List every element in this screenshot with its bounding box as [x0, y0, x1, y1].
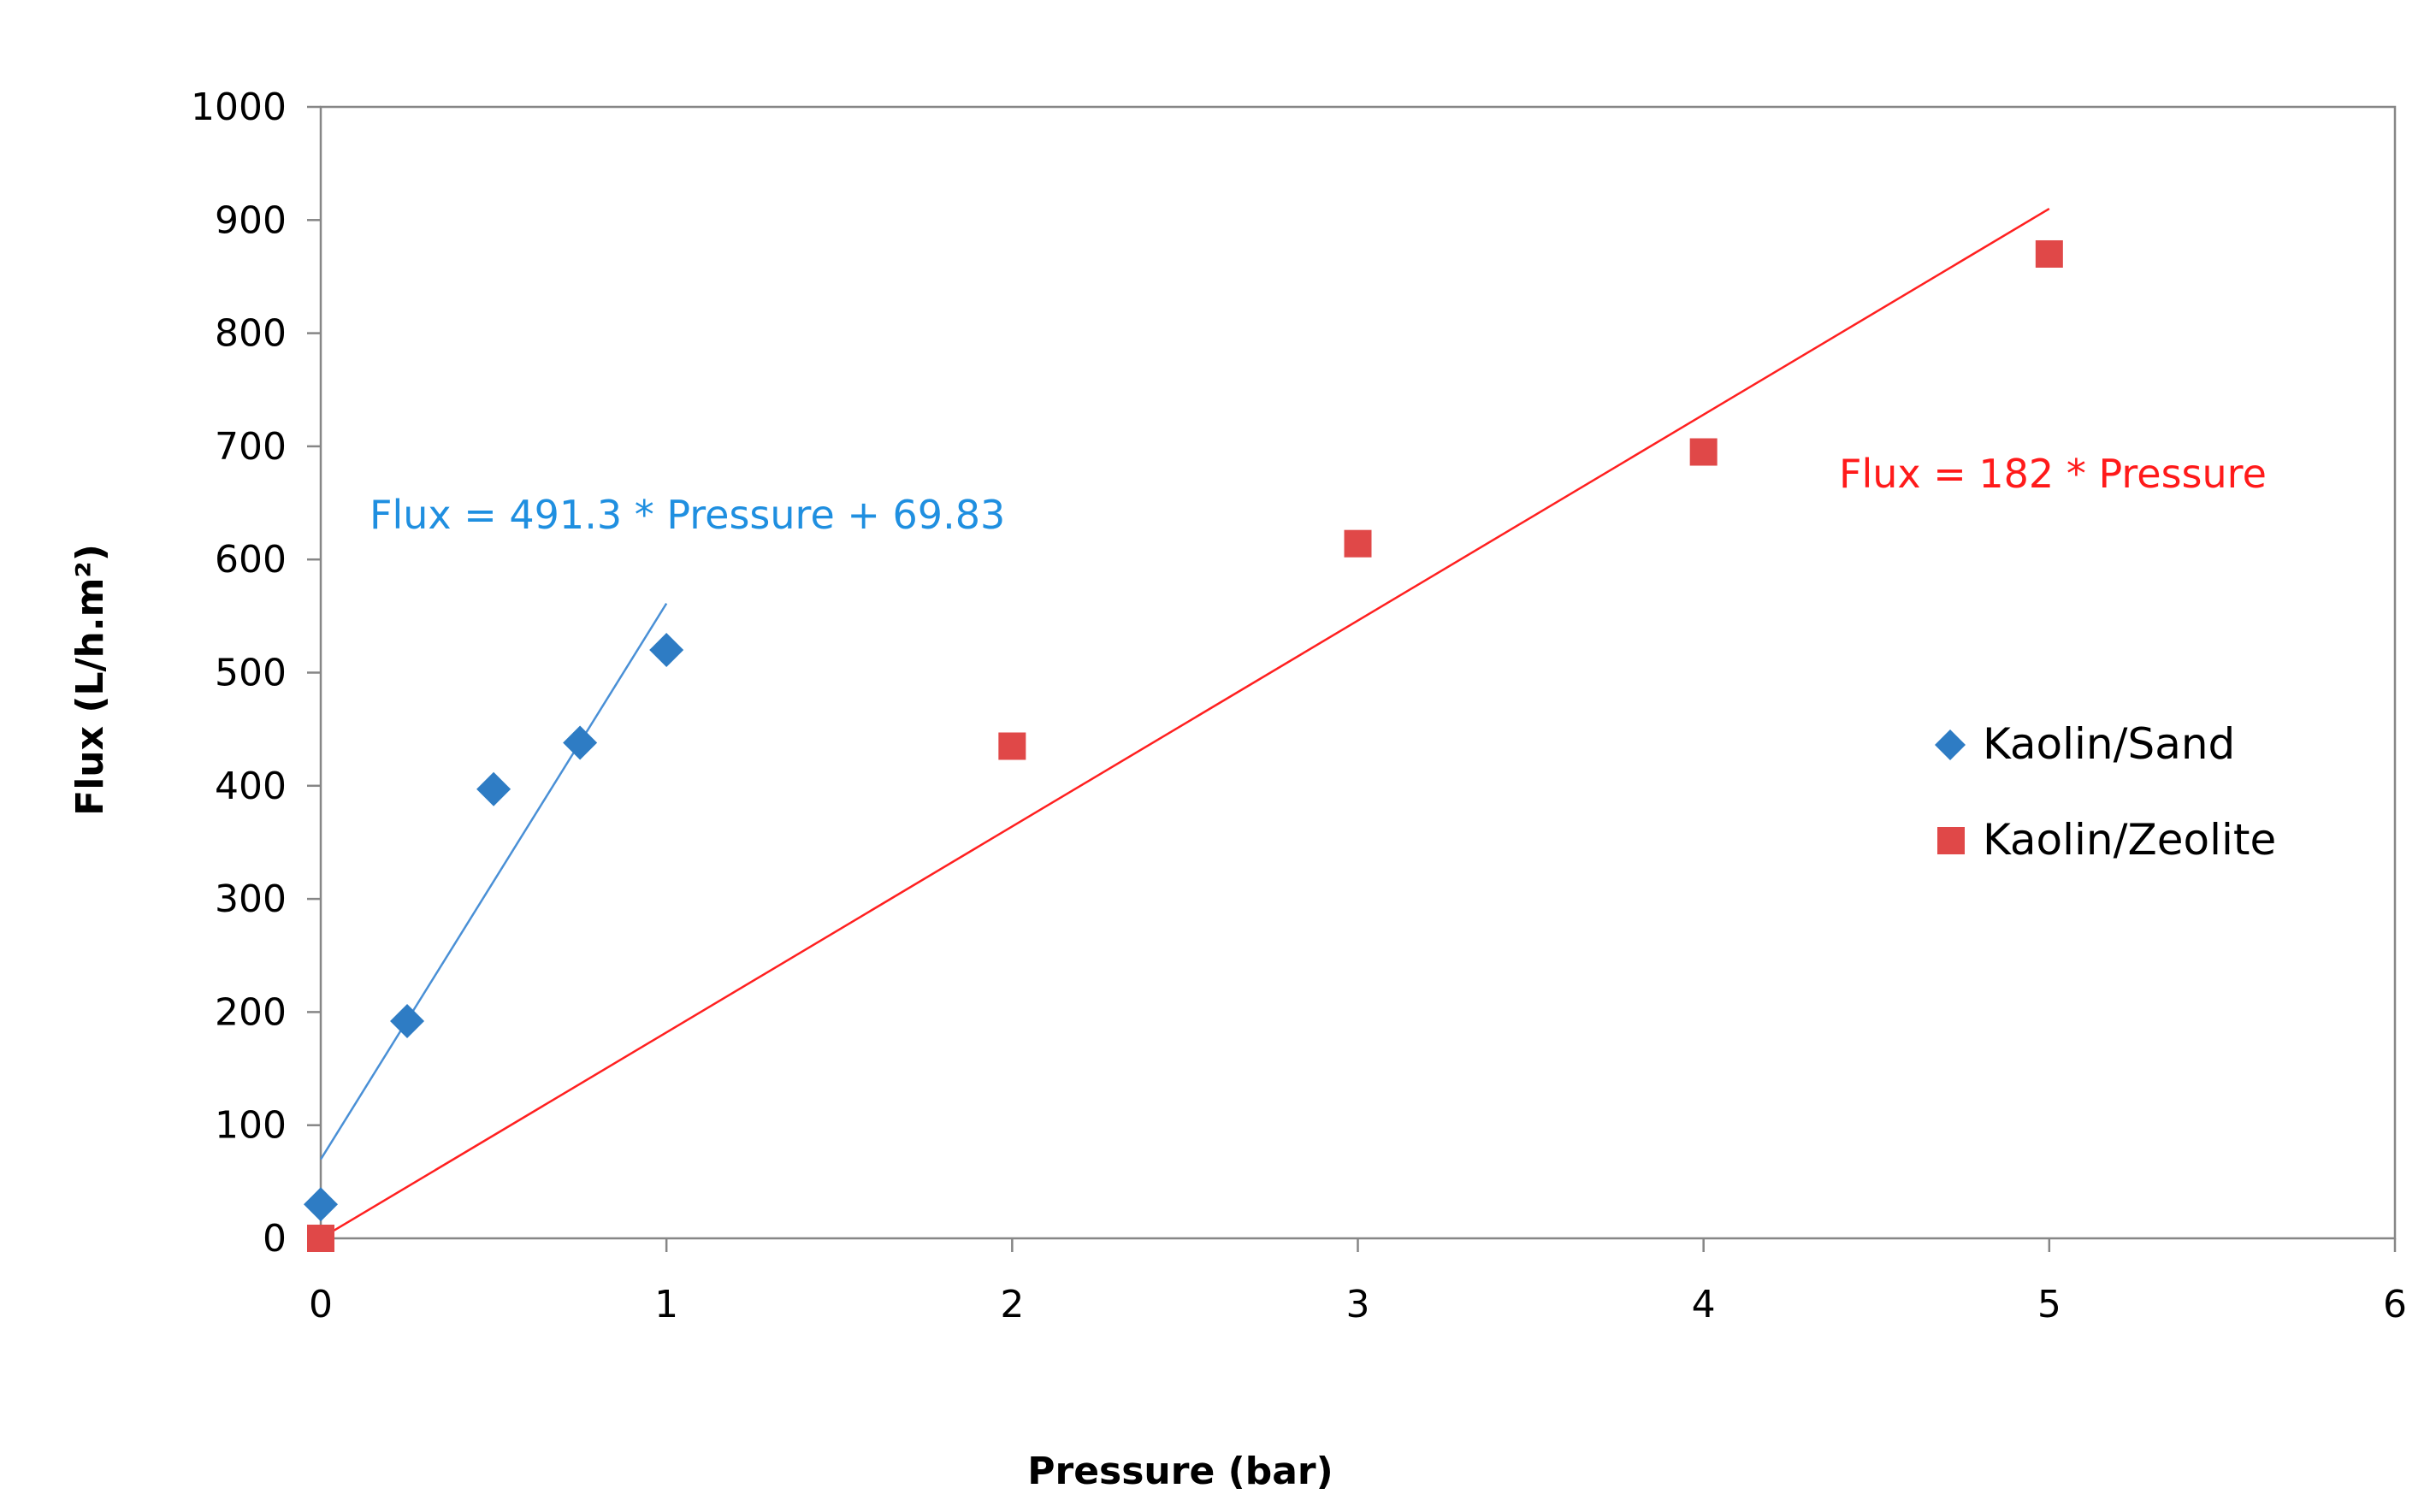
- legend-label-kaolin-sand: Kaolin/Sand: [1983, 719, 2235, 769]
- kaolin-sand-point: [563, 725, 598, 760]
- y-tick-label: 300: [215, 877, 287, 921]
- x-tick-label: 4: [1692, 1283, 1716, 1326]
- data-markers: [304, 239, 2063, 1252]
- kaolin-sand-point: [649, 633, 684, 668]
- x-tick-label: 0: [309, 1283, 333, 1326]
- legend-item-kaolin-sand: Kaolin/Sand: [1935, 719, 2235, 769]
- y-tick-label: 100: [215, 1104, 287, 1148]
- x-tick-label: 1: [654, 1283, 678, 1326]
- x-tick-label: 5: [2037, 1283, 2061, 1326]
- y-axis-title: Flux (L/h.m²): [68, 544, 112, 816]
- kaolin-zeolite-point: [1344, 529, 1372, 558]
- legend-label-kaolin-zeolite: Kaolin/Zeolite: [1983, 815, 2276, 865]
- y-tick-label: 800: [215, 312, 287, 356]
- y-tick-label: 700: [215, 425, 287, 469]
- kaolin-zeolite-point: [1689, 438, 1718, 466]
- kaolin-zeolite-point: [998, 732, 1026, 760]
- y-tick-label: 1000: [191, 86, 287, 129]
- y-tick-label: 0: [263, 1217, 287, 1261]
- y-tick-label: 500: [215, 652, 287, 695]
- legend-item-kaolin-zeolite: Kaolin/Zeolite: [1937, 815, 2276, 865]
- x-tick-label: 2: [1000, 1283, 1024, 1326]
- kaolin-zeolite-equation: Flux = 182 * Pressure: [1839, 451, 2267, 497]
- plot-frame: [319, 105, 2397, 1240]
- y-tick-label: 900: [215, 198, 287, 242]
- legend: Kaolin/Sand Kaolin/Zeolite: [1935, 719, 2276, 865]
- x-tick-label: 3: [1346, 1283, 1370, 1326]
- kaolin-zeolite-point: [2035, 239, 2063, 268]
- legend-diamond-icon: [1935, 729, 1966, 760]
- kaolin-sand-point: [476, 771, 511, 806]
- kaolin-sand-point: [304, 1187, 338, 1222]
- x-axis-ticks: 0 1 2 3 4 5 6: [309, 1238, 2407, 1326]
- y-tick-label: 600: [215, 538, 287, 582]
- kaolin-sand-point: [390, 1003, 425, 1038]
- trendline-kaolin-zeolite: [320, 207, 2050, 1240]
- trendlines: [319, 207, 2050, 1240]
- kaolin-zeolite-point: [307, 1225, 334, 1252]
- y-tick-label: 400: [215, 765, 287, 808]
- plot-area: [319, 105, 2397, 1240]
- kaolin-sand-equation: Flux = 491.3 * Pressure + 69.83: [370, 492, 1005, 538]
- x-axis-title: Pressure (bar): [1027, 1450, 1333, 1493]
- y-axis-ticks: 0 100 200 300 400 500 600 700 800 900 1000: [191, 86, 321, 1261]
- trendline-kaolin-sand: [319, 602, 668, 1161]
- legend-square-icon: [1937, 827, 1965, 854]
- x-tick-label: 6: [2383, 1283, 2407, 1326]
- y-tick-label: 200: [215, 990, 287, 1034]
